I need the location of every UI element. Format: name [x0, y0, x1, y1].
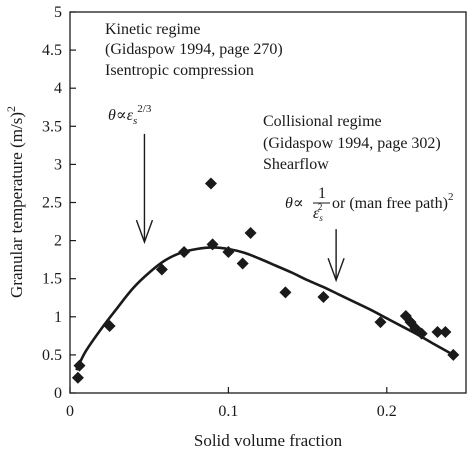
data-point — [431, 326, 444, 339]
x-tick-label: 0 — [66, 403, 74, 420]
data-point — [71, 371, 84, 384]
x-tick-label: 0.1 — [218, 403, 238, 420]
collisional-line-1: Collisional regime — [263, 113, 382, 130]
x-tick-label: 0.2 — [377, 403, 397, 420]
y-tick-label: 3 — [54, 156, 62, 173]
data-point — [204, 177, 217, 190]
y-axis-label-sup: 2 — [4, 106, 18, 112]
data-point — [415, 327, 428, 340]
kinetic-arrow-head — [135, 219, 154, 245]
collisional-arrow-head — [327, 257, 345, 283]
collisional-formula-tail-text: or (man free path) — [332, 195, 448, 212]
collisional-formula-sub: s — [319, 213, 323, 223]
collisional-formula-sup: 2 — [318, 202, 323, 212]
data-point — [279, 286, 292, 299]
x-axis-label: Solid volume fraction — [194, 431, 343, 450]
data-point — [439, 326, 452, 339]
kinetic-line-1: Kinetic regime — [105, 21, 201, 38]
kinetic-line-3: Isentropic compression — [105, 62, 254, 79]
x-axis-ticks: 0 0.1 0.2 — [66, 387, 397, 420]
collisional-arrow — [327, 229, 345, 283]
y-tick-label: 2 — [54, 233, 62, 250]
collisional-formula-theta: θ∝ — [285, 195, 304, 212]
data-point — [206, 238, 219, 251]
y-tick-label: 3.5 — [42, 118, 62, 135]
annotation-collisional: Collisional regime (Gidaspow 1994, page … — [263, 113, 453, 223]
annotation-kinetic: Kinetic regime (Gidaspow 1994, page 270)… — [105, 21, 283, 127]
kinetic-formula-eps: ε — [127, 107, 134, 124]
y-tick-label: 1 — [54, 309, 62, 326]
collisional-formula-den: εs2 — [313, 202, 323, 223]
collisional-formula-tail: or (man free path)2 — [332, 191, 453, 212]
collisional-line-3: Shearflow — [263, 156, 329, 173]
y-tick-label: 2.5 — [42, 195, 62, 212]
data-point — [447, 348, 460, 361]
data-point — [374, 316, 387, 329]
kinetic-line-2: (Gidaspow 1994, page 270) — [105, 41, 283, 58]
data-points — [71, 177, 460, 384]
kinetic-arrow — [135, 133, 154, 245]
y-tick-label: 0.5 — [42, 347, 62, 364]
data-point — [178, 246, 191, 259]
fit-curve-line — [75, 246, 454, 371]
data-point — [244, 226, 257, 239]
data-point — [155, 263, 168, 276]
collisional-line-2: (Gidaspow 1994, page 302) — [263, 135, 441, 152]
data-point — [236, 257, 249, 270]
data-point — [317, 290, 330, 303]
data-point — [73, 359, 86, 372]
kinetic-formula-sub: s — [133, 115, 137, 127]
collisional-formula-eps: ε — [313, 205, 320, 222]
y-tick-label: 4.5 — [42, 42, 62, 59]
collisional-formula-num: 1 — [318, 185, 326, 202]
y-tick-label: 5 — [54, 4, 62, 21]
y-tick-label: 1.5 — [42, 271, 62, 288]
data-point — [103, 319, 116, 332]
y-axis-ticks: 0 0.5 1 1.5 2 2.5 3 3.5 4 4.5 5 — [42, 4, 76, 402]
fit-curve — [75, 246, 454, 371]
y-tick-label: 0 — [54, 385, 62, 402]
y-tick-label: 4 — [54, 80, 62, 97]
kinetic-formula: θ∝εs2/3 — [108, 103, 152, 127]
y-axis-label-text: Granular temperature (m/s) — [7, 112, 26, 298]
data-point — [222, 246, 235, 259]
kinetic-formula-theta: θ∝ — [108, 107, 127, 124]
y-axis-label: Granular temperature (m/s)2 — [4, 106, 26, 298]
collisional-formula-tail-sup: 2 — [448, 191, 454, 203]
kinetic-formula-sup: 2/3 — [137, 103, 152, 115]
